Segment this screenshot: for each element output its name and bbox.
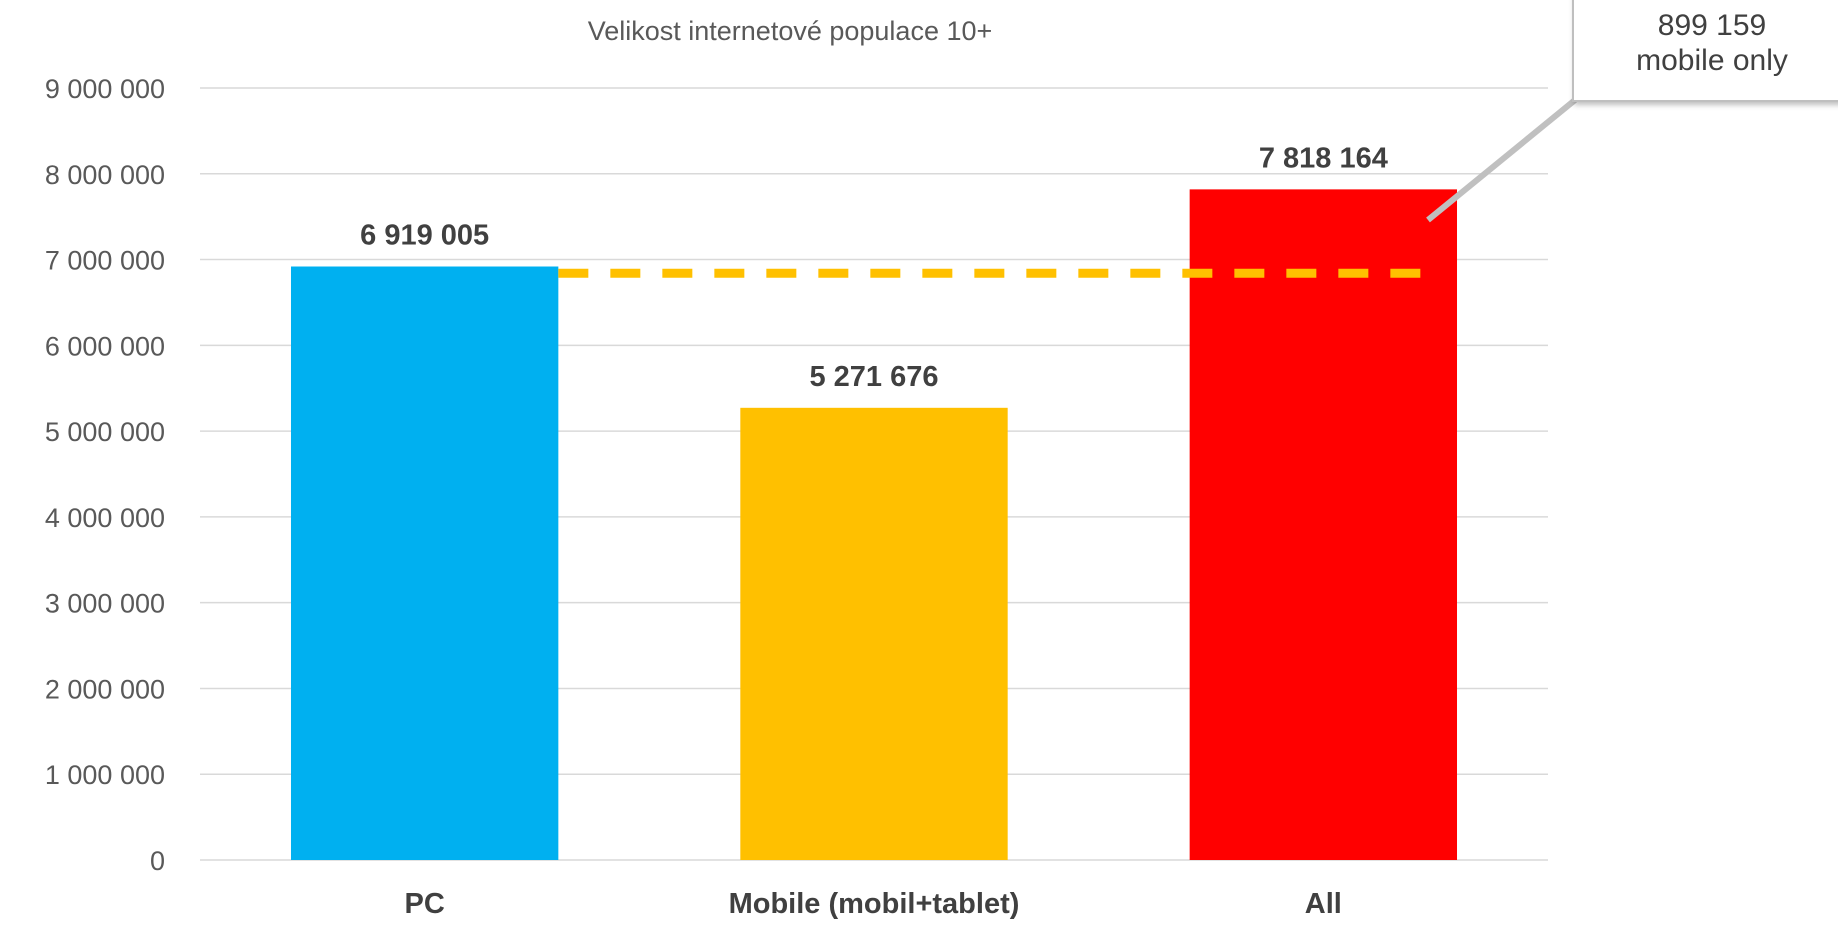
- callout-value: 899 159: [1657, 9, 1767, 42]
- y-tick-label: 1 000 000: [45, 760, 165, 790]
- chart-title: Velikost internetové populace 10+: [588, 16, 993, 46]
- data-label: 7 818 164: [1259, 142, 1388, 174]
- x-tick-label: All: [1305, 888, 1342, 920]
- y-tick-label: 7 000 000: [45, 246, 165, 276]
- x-axis-tick-labels: PC Mobile (mobil+tablet) All: [405, 888, 1342, 920]
- bars: [290, 189, 1458, 861]
- y-axis-tick-labels: 0 1 000 000 2 000 000 3 000 000 4 000 000 5 0…: [45, 74, 165, 876]
- bar: [740, 407, 1008, 860]
- bar: [290, 266, 559, 860]
- y-tick-label: 2 000 000: [45, 674, 165, 704]
- x-tick-label: Mobile (mobil+tablet): [729, 888, 1020, 920]
- y-tick-label: 8 000 000: [45, 160, 165, 190]
- callout-pointer: [1426, 97, 1577, 223]
- y-tick-label: 6 000 000: [45, 331, 165, 361]
- data-label: 6 919 005: [360, 220, 489, 252]
- bar: [1189, 189, 1458, 861]
- y-tick-label: 0: [150, 846, 165, 876]
- callout-text: mobile only: [1636, 43, 1788, 77]
- y-tick-label: 5 000 000: [45, 417, 165, 447]
- y-tick-label: 9 000 000: [45, 74, 165, 104]
- annotation-callout: 899 159 mobile only: [1572, 0, 1838, 102]
- x-tick-label: PC: [405, 888, 445, 920]
- data-label: 5 271 676: [809, 361, 938, 393]
- y-tick-label: 3 000 000: [45, 589, 165, 619]
- y-tick-label: 4 000 000: [45, 503, 165, 533]
- data-labels: 6 919 005 5 271 676 7 818 164: [360, 142, 1388, 392]
